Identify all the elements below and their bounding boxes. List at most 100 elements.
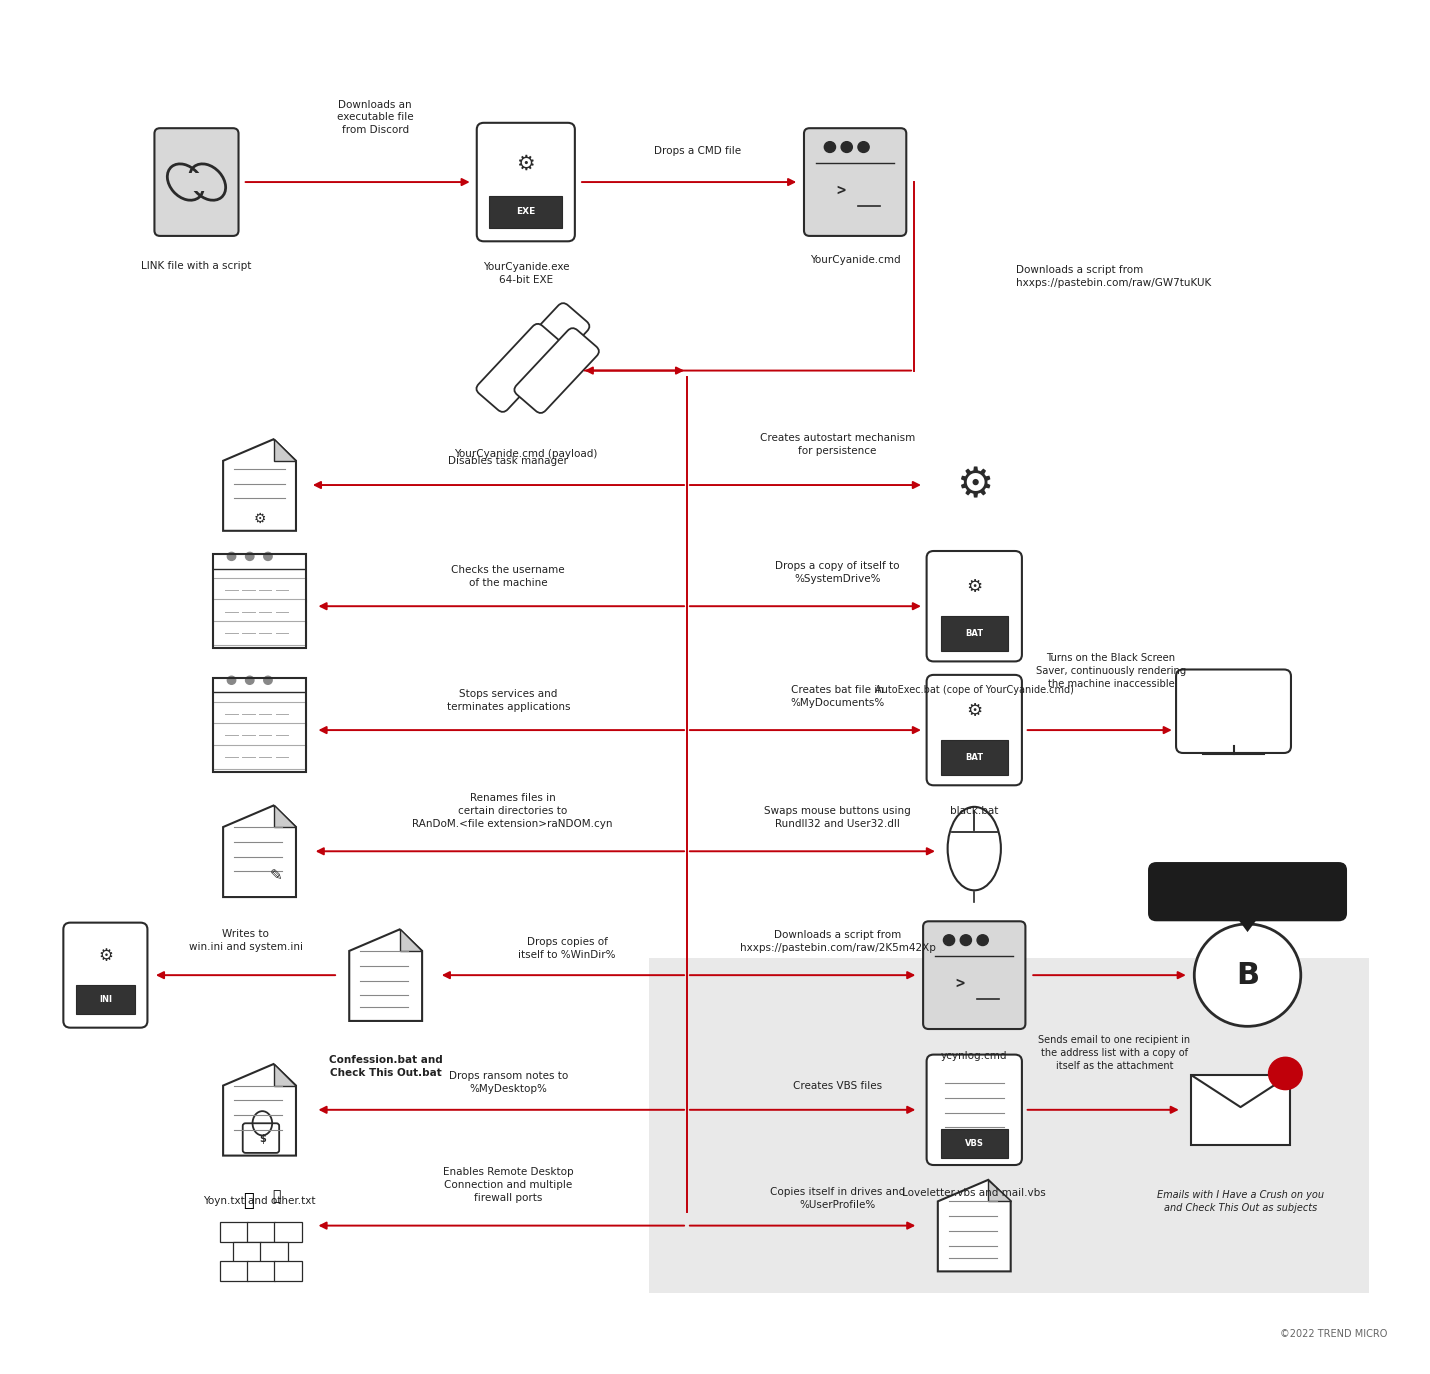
Text: Loveletter.vbs and mail.vbs: Loveletter.vbs and mail.vbs [902,1189,1047,1198]
Circle shape [1268,1058,1303,1090]
FancyBboxPatch shape [233,1242,260,1263]
Text: >: > [955,976,965,991]
FancyBboxPatch shape [496,304,589,397]
FancyBboxPatch shape [941,616,1008,651]
Text: $: $ [259,1135,266,1145]
Polygon shape [1234,914,1261,932]
Polygon shape [273,805,296,827]
FancyBboxPatch shape [213,723,306,747]
Text: Refer to Figure 4: Refer to Figure 4 [1197,883,1297,894]
FancyBboxPatch shape [213,621,306,646]
FancyBboxPatch shape [213,578,306,602]
FancyBboxPatch shape [649,958,1370,1293]
Text: LINK file with a script: LINK file with a script [142,261,252,271]
Circle shape [824,142,835,153]
FancyBboxPatch shape [1148,861,1347,922]
Polygon shape [223,1063,296,1156]
Text: Checks the username
of the machine: Checks the username of the machine [452,565,565,588]
Text: black.bat: black.bat [950,807,998,816]
Text: Drops copies of
itself to %WinDir%: Drops copies of itself to %WinDir% [519,937,616,959]
Text: Downloads an
executable file
from Discord: Downloads an executable file from Discor… [337,100,413,135]
Text: YourCyanide.cmd: YourCyanide.cmd [809,256,901,265]
FancyBboxPatch shape [476,324,563,412]
Text: INI: INI [99,995,112,1004]
Text: Writes to
win.ini and system.ini: Writes to win.ini and system.ini [189,929,303,952]
Circle shape [841,142,852,153]
Text: ⚙: ⚙ [955,464,992,506]
FancyBboxPatch shape [220,1223,249,1242]
FancyBboxPatch shape [941,739,1008,775]
Circle shape [1194,923,1301,1026]
Circle shape [961,934,971,945]
FancyBboxPatch shape [63,923,147,1028]
FancyBboxPatch shape [804,128,907,236]
Text: Creates bat file in
%MyDocuments%: Creates bat file in %MyDocuments% [791,686,885,708]
Circle shape [246,676,255,684]
Text: !: ! [1283,1068,1288,1077]
Text: Yoyn.txt and other.txt: Yoyn.txt and other.txt [203,1197,316,1206]
Text: Downloads a script from
hxxps://pastebin.com/raw/2K5m42Xp: Downloads a script from hxxps://pastebin… [739,930,935,954]
Polygon shape [400,929,422,951]
Circle shape [246,552,255,561]
Text: AutoExec.bat (cope of YourCyanide.cmd): AutoExec.bat (cope of YourCyanide.cmd) [875,684,1074,695]
FancyBboxPatch shape [1175,669,1291,753]
Text: Turns on the Black Screen
Saver, continuously rendering
the machine inaccessible: Turns on the Black Screen Saver, continu… [1035,653,1185,688]
FancyBboxPatch shape [273,1261,302,1282]
Text: Sends email to one recipient in
the address list with a copy of
itself as the at: Sends email to one recipient in the addr… [1038,1036,1190,1072]
Text: VBS: VBS [965,1139,984,1147]
FancyBboxPatch shape [476,122,575,242]
Text: Creates VBS files: Creates VBS files [794,1080,882,1091]
FancyBboxPatch shape [273,1223,302,1242]
FancyBboxPatch shape [220,1261,249,1282]
FancyBboxPatch shape [260,1242,287,1263]
Text: Confession.bat and
Check This Out.bat: Confession.bat and Check This Out.bat [329,1055,442,1079]
FancyBboxPatch shape [189,173,204,191]
Text: Drops a CMD file: Drops a CMD file [654,146,741,157]
Text: Drops a copy of itself to
%SystemDrive%: Drops a copy of itself to %SystemDrive% [775,561,899,584]
Circle shape [977,934,988,945]
FancyBboxPatch shape [247,1261,275,1282]
Ellipse shape [948,807,1001,890]
FancyBboxPatch shape [941,1128,1008,1158]
FancyBboxPatch shape [213,599,306,624]
Text: Swaps mouse buttons using
Rundll32 and User32.dll: Swaps mouse buttons using Rundll32 and U… [764,807,911,829]
Text: Creates autostart mechanism
for persistence: Creates autostart mechanism for persiste… [759,433,915,456]
Text: YourCyanide.exe
64-bit EXE: YourCyanide.exe 64-bit EXE [482,262,569,284]
Text: ycynlog.cmd: ycynlog.cmd [941,1051,1008,1061]
Text: Renames files in
certain directories to
RAnDoM.<file extension>raNDOM.cyn: Renames files in certain directories to … [412,793,612,829]
FancyBboxPatch shape [515,328,599,414]
Text: Enables Remote Desktop
Connection and multiple
firewall ports: Enables Remote Desktop Connection and mu… [443,1168,573,1204]
Text: ✎: ✎ [270,868,283,883]
FancyBboxPatch shape [213,745,306,769]
Polygon shape [938,1180,1011,1271]
Text: YourCyanide.cmd (payload): YourCyanide.cmd (payload) [455,449,598,459]
FancyBboxPatch shape [213,702,306,725]
FancyBboxPatch shape [243,1124,279,1153]
Polygon shape [223,440,296,530]
Text: >: > [837,183,845,198]
Text: Copies itself in drives and
%UserProfile%: Copies itself in drives and %UserProfile… [769,1187,905,1210]
Polygon shape [273,440,296,460]
FancyBboxPatch shape [1191,1074,1290,1145]
FancyBboxPatch shape [927,675,1022,786]
Circle shape [263,676,272,684]
FancyBboxPatch shape [927,551,1022,661]
Text: ⚙: ⚙ [967,702,982,720]
Text: ⚙: ⚙ [967,578,982,596]
Text: EXE: EXE [516,207,535,216]
Text: 🔥: 🔥 [272,1189,280,1204]
FancyBboxPatch shape [247,1223,275,1242]
Circle shape [944,934,955,945]
Text: ⚙: ⚙ [97,947,113,966]
FancyBboxPatch shape [154,128,239,236]
Text: Emails with I Have a Crush on you
and Check This Out as subjects: Emails with I Have a Crush on you and Ch… [1157,1190,1324,1213]
Polygon shape [349,929,422,1021]
Text: Stops services and
terminates applications: Stops services and terminates applicatio… [446,690,571,712]
FancyBboxPatch shape [924,922,1025,1029]
Text: ⚙: ⚙ [253,511,266,526]
Circle shape [227,552,236,561]
Text: BAT: BAT [965,753,984,761]
Text: 🔥: 🔥 [243,1193,253,1210]
Text: Drops ransom notes to
%MyDesktop%: Drops ransom notes to %MyDesktop% [449,1072,568,1094]
Polygon shape [988,1180,1011,1201]
